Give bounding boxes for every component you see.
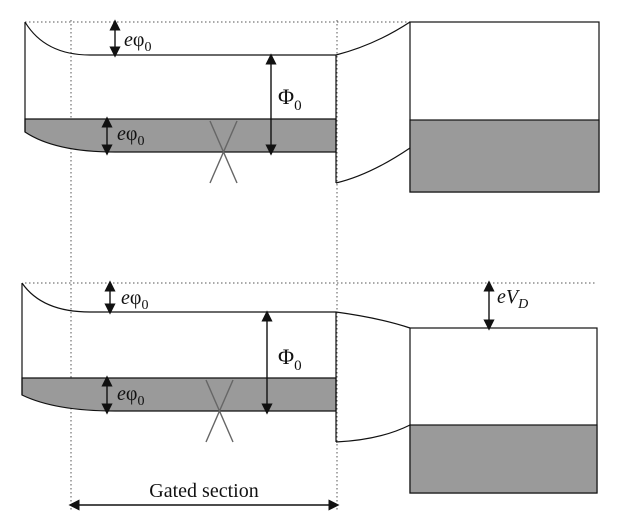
valence-band-bottom-left [21, 377, 337, 412]
bottom-panel: eVD eφ0 Φ0 eφ0 [21, 280, 598, 494]
dirac-cross-top-b [209, 120, 238, 184]
label-eVD: eVD [497, 286, 528, 312]
valence-band-top-left [24, 118, 337, 153]
contact-fill-bottom [409, 424, 598, 494]
conduction-band-top-left [24, 21, 336, 56]
label-Phi0-bottom: Φ0 [278, 344, 302, 374]
label-workfn-bottom-lower: eφ0 [117, 383, 144, 409]
label-workfn-top-lower: eφ0 [117, 123, 144, 149]
dirac-cross-bottom-b [205, 379, 234, 443]
junction-bottom-bottom-curve [335, 424, 411, 443]
gated-section-caption: Gated section [149, 480, 258, 502]
junction-bottom-top-curve [335, 311, 411, 329]
label-workfn-bottom-upper: eφ0 [121, 287, 148, 313]
junction-bottom-curve [335, 147, 411, 184]
junction-top-curve [335, 21, 411, 56]
label-workfn-top-upper: eφ0 [124, 29, 151, 55]
top-panel: eφ0 Φ0 eφ0 [24, 19, 600, 193]
contact-fill-top [409, 119, 600, 193]
label-Phi0-top: Φ0 [278, 84, 302, 114]
conduction-band-bottom-left [21, 282, 336, 313]
